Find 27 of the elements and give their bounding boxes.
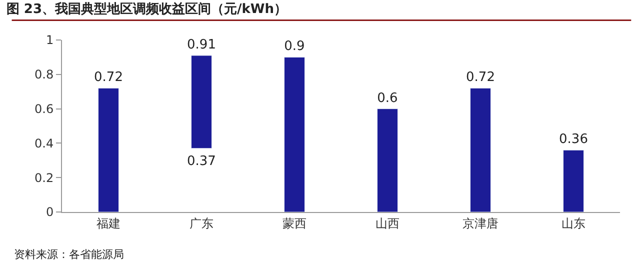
bar xyxy=(470,88,491,212)
y-tick-label: 0.2 xyxy=(34,170,54,185)
bar xyxy=(98,88,119,212)
y-tick-label: 0.6 xyxy=(34,102,54,116)
x-tick-label: 广东 xyxy=(190,216,214,230)
data-label: 0.91 xyxy=(187,37,216,52)
data-label: 0.72 xyxy=(94,70,123,86)
data-label: 0.9 xyxy=(284,39,305,54)
y-tick-label: 0.8 xyxy=(34,68,54,82)
x-tick-label: 山西 xyxy=(376,216,400,230)
annotation: 0.37 xyxy=(187,154,216,169)
chart-title: 图 23、我国典型地区调频收益区间（元/kWh） xyxy=(6,1,288,18)
data-label: 0.72 xyxy=(466,70,495,86)
bar xyxy=(284,56,305,212)
bar xyxy=(191,55,212,149)
y-tick-label: 1 xyxy=(46,33,54,48)
y-tick-label: 0.4 xyxy=(34,136,54,150)
y-tick-label: 0 xyxy=(46,205,54,220)
data-label: 0.6 xyxy=(377,90,398,106)
bar xyxy=(377,108,398,212)
data-label: 0.36 xyxy=(559,132,588,148)
x-tick-label: 福建 xyxy=(96,216,120,230)
x-tick-label: 京津唐 xyxy=(462,216,498,230)
x-tick-label: 蒙西 xyxy=(282,216,306,230)
text: 资料来源：各省能源局 xyxy=(14,248,124,261)
bar xyxy=(563,150,584,212)
x-tick-label: 山东 xyxy=(562,216,586,230)
